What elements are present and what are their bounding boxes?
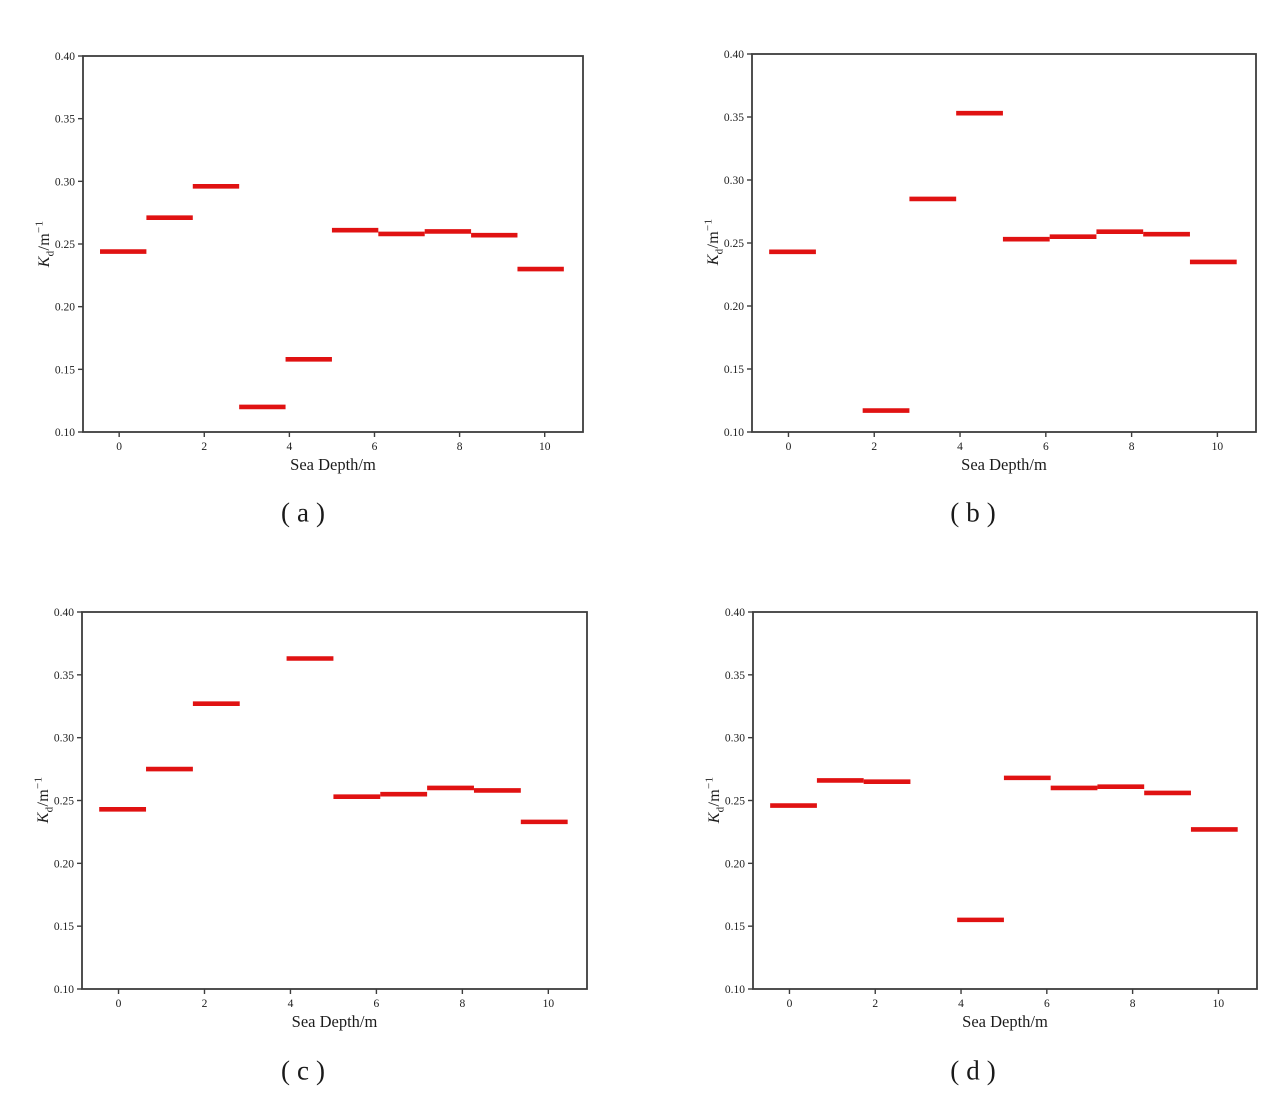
x-tick-label: 10 [543, 998, 555, 1010]
y-tick-label: 0.40 [55, 51, 75, 63]
x-tick-label: 2 [871, 441, 877, 453]
x-tick-label: 6 [1043, 441, 1049, 453]
y-tick-label: 0.15 [725, 921, 745, 933]
y-tick-label: 0.15 [724, 364, 744, 376]
y-tick-label: 0.25 [54, 796, 74, 808]
y-tick-label: 0.25 [724, 238, 744, 250]
x-tick-label: 6 [1044, 998, 1050, 1010]
x-tick-label: 10 [539, 441, 551, 453]
x-tick-label: 8 [457, 441, 463, 453]
x-tick-label: 4 [957, 441, 963, 453]
x-tick-label: 0 [116, 441, 122, 453]
y-tick-label: 0.35 [724, 112, 744, 124]
y-tick-label: 0.25 [55, 239, 75, 251]
subplot-a: 0.10 0.15 0.20 0.25 0.30 0.35 0.40 0 2 4 6 8 10 Sea D… [23, 40, 603, 487]
ylabel-exponent: −1 [33, 220, 46, 234]
y-tick-label: 0.15 [55, 364, 75, 376]
ylabel-subscript: d [714, 806, 727, 813]
ylabel-symbol: K [705, 254, 723, 266]
x-tick-label: 10 [1212, 441, 1224, 453]
y-tick-label: 0.20 [724, 301, 744, 313]
x-tick-label: 4 [287, 441, 293, 453]
ylabel-unit: /m [705, 231, 723, 249]
x-tick-label: 2 [872, 998, 878, 1010]
y-tick-label: 0.40 [725, 607, 745, 619]
subplot-c: 0.10 0.15 0.20 0.25 0.30 0.35 0.40 0 2 4 6 8 10 Sea D… [22, 596, 607, 1044]
ylabel-subscript: d [713, 248, 726, 255]
ylabel-symbol: K [35, 812, 53, 824]
y-axis-label: Kd/m−1 [33, 777, 56, 824]
y-axis-label: Kd/m−1 [704, 777, 727, 824]
y-tick-label: 0.40 [724, 49, 744, 61]
axes-frame [752, 611, 1258, 990]
ylabel-subscript: d [43, 806, 56, 813]
x-tick-label: 0 [116, 998, 122, 1010]
axes-frame [81, 611, 588, 990]
chart-canvas-b: 0.10 0.15 0.20 0.25 0.30 0.35 0.40 0 2 4 6 8 10 Sea D… [724, 49, 1257, 474]
x-tick-label: 4 [958, 998, 964, 1010]
y-tick-label: 0.20 [54, 858, 74, 870]
subplot-caption-c: (c) [281, 1055, 332, 1086]
x-tick-label: 4 [288, 998, 294, 1010]
y-tick-label: 0.10 [55, 427, 75, 439]
axes-frame [82, 55, 584, 433]
x-tick-label: 8 [459, 998, 465, 1010]
subplot-d: 0.10 0.15 0.20 0.25 0.30 0.35 0.40 0 2 4 6 8 10 Sea D… [693, 596, 1277, 1044]
y-tick-label: 0.30 [725, 733, 745, 745]
x-axis-label: Sea Depth/m [290, 455, 376, 474]
y-tick-label: 0.10 [54, 984, 74, 996]
y-tick-label: 0.20 [55, 302, 75, 314]
y-tick-label: 0.40 [54, 607, 74, 619]
chart-canvas-a: 0.10 0.15 0.20 0.25 0.30 0.35 0.40 0 2 4 6 8 10 Sea D… [55, 51, 584, 474]
x-tick-label: 6 [374, 998, 380, 1010]
y-tick-label: 0.35 [725, 670, 745, 682]
y-tick-label: 0.30 [724, 175, 744, 187]
x-tick-label: 2 [201, 441, 207, 453]
ylabel-exponent: −1 [32, 776, 45, 790]
ylabel-exponent: −1 [702, 218, 715, 232]
x-tick-label: 8 [1130, 998, 1136, 1010]
x-axis-label: Sea Depth/m [962, 1012, 1048, 1031]
axes-frame [751, 53, 1257, 433]
y-tick-label: 0.15 [54, 921, 74, 933]
ylabel-unit: /m [706, 789, 724, 807]
y-tick-label: 0.10 [725, 984, 745, 996]
chart-canvas-c: 0.10 0.15 0.20 0.25 0.30 0.35 0.40 0 2 4 6 8 10 Sea D… [54, 607, 588, 1031]
ylabel-exponent: −1 [703, 776, 716, 790]
ylabel-subscript: d [44, 250, 57, 257]
y-tick-label: 0.35 [54, 670, 74, 682]
y-tick-label: 0.10 [724, 427, 744, 439]
x-axis-label: Sea Depth/m [961, 455, 1047, 474]
x-tick-label: 2 [202, 998, 208, 1010]
y-tick-label: 0.30 [54, 733, 74, 745]
ylabel-unit: /m [35, 789, 53, 807]
ylabel-unit: /m [36, 233, 54, 251]
y-axis-label: Kd/m−1 [703, 219, 726, 266]
ylabel-symbol: K [706, 812, 724, 824]
subplot-b: 0.10 0.15 0.20 0.25 0.30 0.35 0.40 0 2 4 6 8 10 Sea D… [692, 38, 1276, 487]
x-tick-label: 8 [1129, 441, 1135, 453]
subplot-caption-a: (a) [281, 497, 332, 528]
y-tick-label: 0.25 [725, 796, 745, 808]
y-tick-label: 0.35 [55, 114, 75, 126]
y-tick-label: 0.30 [55, 176, 75, 188]
chart-canvas-d: 0.10 0.15 0.20 0.25 0.30 0.35 0.40 0 2 4 6 8 10 Sea D… [725, 607, 1258, 1031]
x-tick-label: 6 [372, 441, 378, 453]
subplot-caption-d: (d) [950, 1055, 1003, 1086]
x-tick-label: 0 [786, 441, 792, 453]
x-tick-label: 0 [787, 998, 793, 1010]
x-axis-label: Sea Depth/m [292, 1012, 378, 1031]
y-axis-label: Kd/m−1 [34, 221, 57, 268]
y-tick-label: 0.20 [725, 858, 745, 870]
subplot-caption-b: (b) [950, 497, 1003, 528]
ylabel-symbol: K [36, 256, 54, 268]
x-tick-label: 10 [1213, 998, 1225, 1010]
